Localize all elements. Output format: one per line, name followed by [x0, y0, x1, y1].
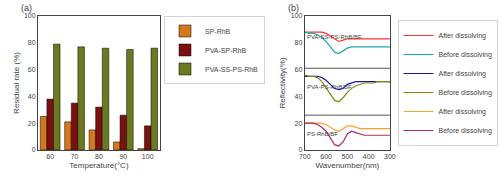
svg-text:80: 80 [95, 153, 103, 160]
svg-text:Before dissolving: Before dissolving [439, 51, 492, 59]
svg-text:80: 80 [295, 39, 303, 46]
svg-text:Before dissolving: Before dissolving [439, 127, 492, 135]
svg-text:500: 500 [342, 153, 354, 160]
svg-text:(b): (b) [288, 3, 299, 13]
svg-text:600: 600 [320, 153, 332, 160]
svg-text:100: 100 [291, 12, 303, 19]
svg-text:PS-RhB/BF: PS-RhB/BF [307, 131, 338, 137]
svg-text:After dissolving: After dissolving [439, 70, 487, 78]
svg-text:60: 60 [295, 66, 303, 73]
svg-text:After dissolving: After dissolving [439, 108, 487, 116]
svg-text:60: 60 [28, 66, 36, 73]
svg-text:700: 700 [299, 153, 311, 160]
svg-text:100: 100 [142, 153, 154, 160]
svg-text:PVA-SS-PS-RhB: PVA-SS-PS-RhB [205, 66, 258, 73]
svg-text:100: 100 [24, 12, 36, 19]
svg-text:300: 300 [384, 153, 396, 160]
svg-text:400: 400 [363, 153, 375, 160]
svg-text:Wavenumber(nm): Wavenumber(nm) [315, 161, 379, 170]
svg-text:80: 80 [28, 39, 36, 46]
svg-text:Reflectivity(%): Reflectivity(%) [278, 57, 287, 108]
svg-text:Residual rate (%): Residual rate (%) [12, 52, 21, 114]
svg-text:Before dissolving: Before dissolving [439, 89, 492, 97]
svg-text:40: 40 [295, 93, 303, 100]
svg-text:PVA-PS-RhB/BF: PVA-PS-RhB/BF [307, 84, 352, 90]
svg-text:PVA-SP-RhB: PVA-SP-RhB [205, 47, 246, 54]
svg-text:0: 0 [32, 146, 36, 153]
svg-text:0: 0 [298, 146, 302, 153]
svg-text:90: 90 [119, 153, 127, 160]
svg-text:(a): (a) [21, 3, 32, 13]
svg-text:20: 20 [295, 120, 303, 127]
svg-text:Temperature(°C): Temperature(°C) [69, 161, 129, 170]
svg-text:70: 70 [71, 153, 79, 160]
svg-text:40: 40 [28, 93, 36, 100]
svg-text:20: 20 [28, 120, 36, 127]
svg-text:PVA-SS-PS-RhB/BF: PVA-SS-PS-RhB/BF [307, 34, 362, 40]
svg-text:60: 60 [46, 153, 54, 160]
svg-text:SP-RhB: SP-RhB [205, 28, 231, 35]
svg-text:After dissolving: After dissolving [439, 32, 487, 40]
